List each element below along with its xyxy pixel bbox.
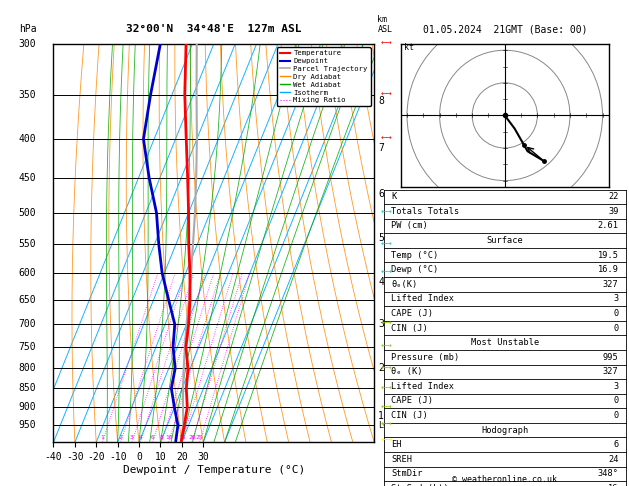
Text: 10: 10 bbox=[165, 435, 172, 440]
Text: CAPE (J): CAPE (J) bbox=[391, 397, 433, 405]
Text: 39: 39 bbox=[608, 207, 618, 216]
Text: 2: 2 bbox=[378, 364, 384, 373]
Text: 0: 0 bbox=[613, 397, 618, 405]
Text: SREH: SREH bbox=[391, 455, 412, 464]
Text: 6: 6 bbox=[613, 440, 618, 449]
Text: 3: 3 bbox=[130, 435, 134, 440]
Text: 3: 3 bbox=[613, 295, 618, 303]
Text: 3: 3 bbox=[378, 319, 384, 329]
Text: Hodograph: Hodograph bbox=[481, 426, 528, 434]
Text: 7: 7 bbox=[378, 143, 384, 153]
Text: 8: 8 bbox=[378, 96, 384, 106]
Text: 32°00'N  34°48'E  127m ASL: 32°00'N 34°48'E 127m ASL bbox=[126, 24, 302, 34]
Text: Totals Totals: Totals Totals bbox=[391, 207, 459, 216]
Text: Lifted Index: Lifted Index bbox=[391, 295, 454, 303]
Text: Most Unstable: Most Unstable bbox=[470, 338, 539, 347]
Text: 348°: 348° bbox=[598, 469, 618, 478]
Text: 327: 327 bbox=[603, 280, 618, 289]
Text: 550: 550 bbox=[18, 240, 36, 249]
Text: 300: 300 bbox=[18, 39, 36, 49]
X-axis label: Dewpoint / Temperature (°C): Dewpoint / Temperature (°C) bbox=[123, 465, 305, 475]
Text: 1: 1 bbox=[101, 435, 104, 440]
Text: 25: 25 bbox=[196, 435, 203, 440]
Text: Pressure (mb): Pressure (mb) bbox=[391, 353, 459, 362]
Text: ←→: ←→ bbox=[381, 385, 392, 391]
Text: 01.05.2024  21GMT (Base: 00): 01.05.2024 21GMT (Base: 00) bbox=[423, 24, 587, 34]
Text: 3: 3 bbox=[613, 382, 618, 391]
Text: LCL: LCL bbox=[378, 421, 393, 431]
Text: EH: EH bbox=[391, 440, 401, 449]
Text: 6: 6 bbox=[150, 435, 154, 440]
Text: 750: 750 bbox=[18, 342, 36, 352]
Text: ←→: ←→ bbox=[381, 365, 392, 371]
Text: 8: 8 bbox=[160, 435, 164, 440]
Text: θₑ (K): θₑ (K) bbox=[391, 367, 423, 376]
Text: StmSpd (kt): StmSpd (kt) bbox=[391, 484, 448, 486]
Text: 700: 700 bbox=[18, 319, 36, 329]
Text: Temp (°C): Temp (°C) bbox=[391, 251, 438, 260]
Text: 2: 2 bbox=[119, 435, 123, 440]
Text: ←→: ←→ bbox=[381, 344, 392, 350]
Text: ←→: ←→ bbox=[381, 136, 392, 142]
Text: ←→: ←→ bbox=[381, 242, 392, 247]
Text: ←→: ←→ bbox=[381, 270, 392, 276]
Text: CIN (J): CIN (J) bbox=[391, 324, 428, 332]
Text: 15: 15 bbox=[178, 435, 186, 440]
Text: 16.9: 16.9 bbox=[598, 265, 618, 274]
Text: ←→: ←→ bbox=[381, 422, 392, 428]
Text: 0: 0 bbox=[613, 309, 618, 318]
Text: 327: 327 bbox=[603, 367, 618, 376]
Text: 2.61: 2.61 bbox=[598, 222, 618, 230]
Text: PW (cm): PW (cm) bbox=[391, 222, 428, 230]
Text: © weatheronline.co.uk: © weatheronline.co.uk bbox=[452, 474, 557, 484]
Text: Dewp (°C): Dewp (°C) bbox=[391, 265, 438, 274]
Text: 20: 20 bbox=[188, 435, 196, 440]
Text: 600: 600 bbox=[18, 268, 36, 278]
Text: ←→: ←→ bbox=[381, 92, 392, 98]
Text: 800: 800 bbox=[18, 364, 36, 373]
Text: 650: 650 bbox=[18, 295, 36, 305]
Text: ←→: ←→ bbox=[381, 437, 392, 444]
Text: ←→: ←→ bbox=[381, 404, 392, 410]
Text: 900: 900 bbox=[18, 402, 36, 413]
Text: ←→: ←→ bbox=[381, 210, 392, 216]
Text: CAPE (J): CAPE (J) bbox=[391, 309, 433, 318]
Text: 4: 4 bbox=[378, 277, 384, 287]
Text: ←→: ←→ bbox=[381, 321, 392, 327]
Text: θₑ(K): θₑ(K) bbox=[391, 280, 417, 289]
Text: 950: 950 bbox=[18, 420, 36, 430]
Text: km
ASL: km ASL bbox=[377, 16, 392, 34]
Text: 6: 6 bbox=[378, 189, 384, 199]
Text: 16: 16 bbox=[608, 484, 618, 486]
Text: hPa: hPa bbox=[19, 24, 36, 34]
Text: 450: 450 bbox=[18, 173, 36, 183]
Text: 500: 500 bbox=[18, 208, 36, 218]
Text: 1: 1 bbox=[378, 412, 384, 421]
Text: 24: 24 bbox=[608, 455, 618, 464]
Text: 4: 4 bbox=[138, 435, 142, 440]
Text: CIN (J): CIN (J) bbox=[391, 411, 428, 420]
Text: ←→: ←→ bbox=[381, 41, 392, 47]
Text: Surface: Surface bbox=[486, 236, 523, 245]
Text: 0: 0 bbox=[613, 411, 618, 420]
Text: 400: 400 bbox=[18, 134, 36, 144]
Text: 350: 350 bbox=[18, 90, 36, 100]
Text: Lifted Index: Lifted Index bbox=[391, 382, 454, 391]
Text: K: K bbox=[391, 192, 396, 201]
Legend: Temperature, Dewpoint, Parcel Trajectory, Dry Adiabat, Wet Adiabat, Isotherm, Mi: Temperature, Dewpoint, Parcel Trajectory… bbox=[277, 47, 370, 106]
Text: 995: 995 bbox=[603, 353, 618, 362]
Text: StmDir: StmDir bbox=[391, 469, 423, 478]
Text: 850: 850 bbox=[18, 383, 36, 394]
Text: 19.5: 19.5 bbox=[598, 251, 618, 260]
Text: kt: kt bbox=[404, 43, 414, 52]
Text: 0: 0 bbox=[613, 324, 618, 332]
Text: 22: 22 bbox=[608, 192, 618, 201]
Text: 5: 5 bbox=[378, 233, 384, 243]
